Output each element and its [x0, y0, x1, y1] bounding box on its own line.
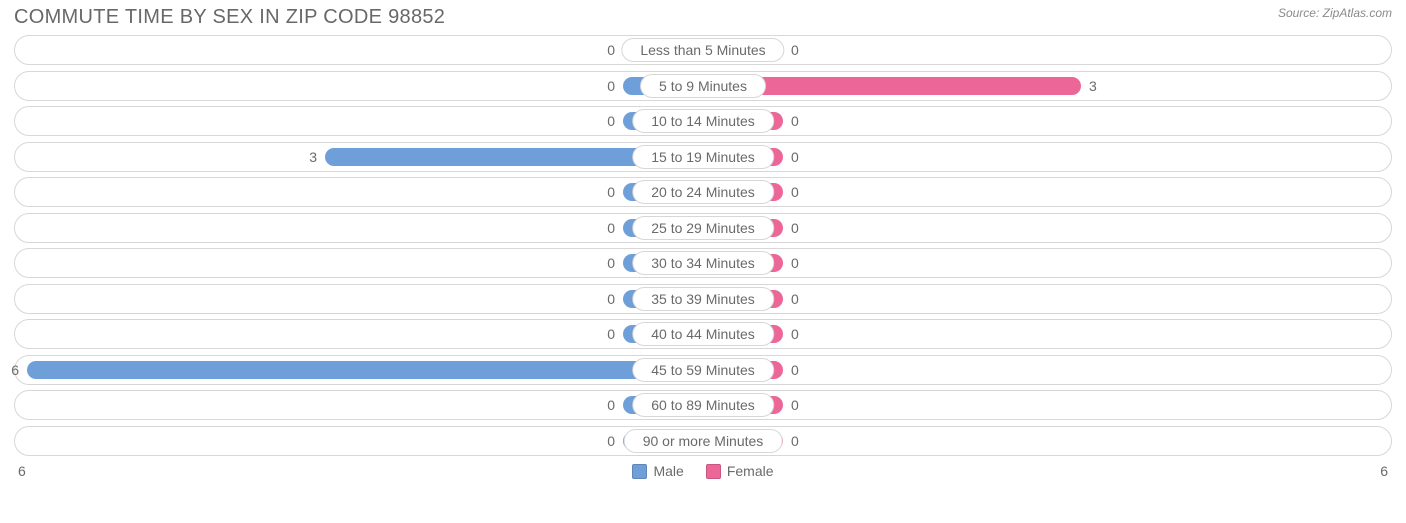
- category-label: 5 to 9 Minutes: [640, 74, 766, 98]
- female-value: 0: [791, 291, 799, 307]
- female-value: 0: [791, 220, 799, 236]
- chart-row: 0 0 90 or more Minutes: [14, 426, 1392, 456]
- category-label: 30 to 34 Minutes: [632, 251, 774, 275]
- male-value: 0: [607, 433, 615, 449]
- legend-item-female: Female: [706, 463, 774, 479]
- chart-row: 0 0 30 to 34 Minutes: [14, 248, 1392, 278]
- male-value: 0: [607, 255, 615, 271]
- chart-row: 0 0 20 to 24 Minutes: [14, 177, 1392, 207]
- female-value: 3: [1089, 78, 1097, 94]
- male-value: 0: [607, 78, 615, 94]
- category-label: 60 to 89 Minutes: [632, 393, 774, 417]
- category-label: Less than 5 Minutes: [621, 38, 784, 62]
- female-value: 0: [791, 184, 799, 200]
- male-value: 0: [607, 291, 615, 307]
- chart-row: 0 0 10 to 14 Minutes: [14, 106, 1392, 136]
- male-value: 0: [607, 184, 615, 200]
- category-label: 25 to 29 Minutes: [632, 216, 774, 240]
- category-label: 20 to 24 Minutes: [632, 180, 774, 204]
- male-bar: [27, 361, 703, 379]
- chart-row: 0 0 40 to 44 Minutes: [14, 319, 1392, 349]
- category-label: 35 to 39 Minutes: [632, 287, 774, 311]
- female-value: 0: [791, 255, 799, 271]
- legend-item-male: Male: [632, 463, 683, 479]
- chart-row: 0 0 25 to 29 Minutes: [14, 213, 1392, 243]
- male-value: 6: [11, 362, 19, 378]
- category-label: 90 or more Minutes: [624, 429, 783, 453]
- female-swatch-icon: [706, 464, 721, 479]
- female-value: 0: [791, 42, 799, 58]
- category-label: 10 to 14 Minutes: [632, 109, 774, 133]
- category-label: 15 to 19 Minutes: [632, 145, 774, 169]
- male-value: 0: [607, 397, 615, 413]
- male-swatch-icon: [632, 464, 647, 479]
- male-value: 0: [607, 220, 615, 236]
- legend-male-label: Male: [653, 463, 683, 479]
- male-value: 0: [607, 113, 615, 129]
- female-value: 0: [791, 326, 799, 342]
- male-value: 3: [309, 149, 317, 165]
- category-label: 45 to 59 Minutes: [632, 358, 774, 382]
- chart-row: 0 3 5 to 9 Minutes: [14, 71, 1392, 101]
- male-value: 0: [607, 42, 615, 58]
- axis-max-left: 6: [18, 463, 26, 479]
- female-value: 0: [791, 149, 799, 165]
- chart-area: 0 0 Less than 5 Minutes 0 3 5 to 9 Minutes 0 0 1…: [0, 33, 1406, 456]
- chart-source: Source: ZipAtlas.com: [1278, 6, 1392, 20]
- legend-female-label: Female: [727, 463, 774, 479]
- chart-row: 3 0 15 to 19 Minutes: [14, 142, 1392, 172]
- chart-row: 6 0 45 to 59 Minutes: [14, 355, 1392, 385]
- chart-row: 0 0 60 to 89 Minutes: [14, 390, 1392, 420]
- female-value: 0: [791, 397, 799, 413]
- chart-row: 0 0 35 to 39 Minutes: [14, 284, 1392, 314]
- female-value: 0: [791, 362, 799, 378]
- category-label: 40 to 44 Minutes: [632, 322, 774, 346]
- female-value: 0: [791, 433, 799, 449]
- male-value: 0: [607, 326, 615, 342]
- axis-max-right: 6: [1380, 463, 1388, 479]
- legend: Male Female: [632, 463, 773, 479]
- chart-row: 0 0 Less than 5 Minutes: [14, 35, 1392, 65]
- female-value: 0: [791, 113, 799, 129]
- chart-title: COMMUTE TIME BY SEX IN ZIP CODE 98852: [14, 6, 445, 29]
